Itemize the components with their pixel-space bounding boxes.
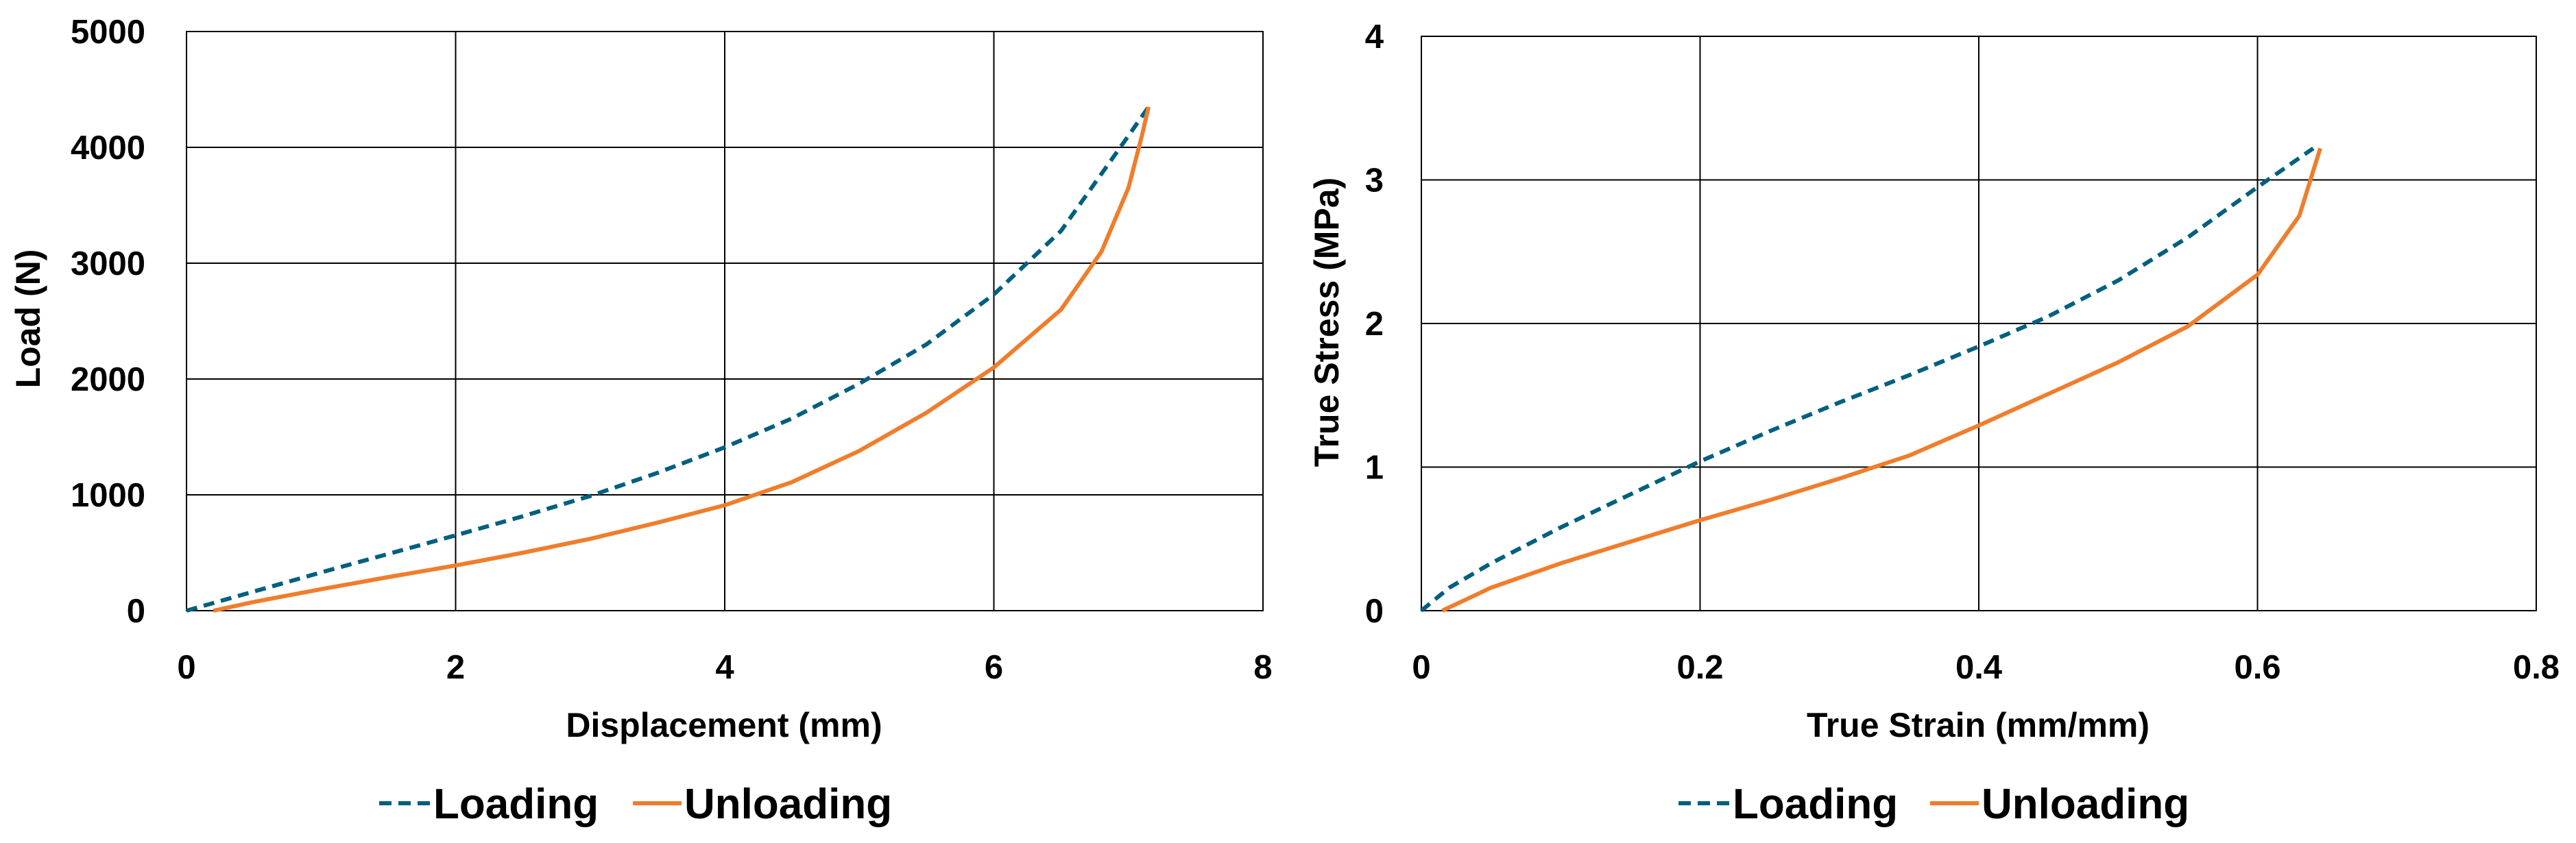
plot-area-frame — [1421, 36, 2537, 611]
y-tick-label: 2000 — [71, 361, 145, 398]
x-tick-label: 0 — [1412, 649, 1430, 686]
load-displacement-x-ticks: 0 2 4 6 8 — [177, 649, 1272, 686]
load-displacement-y-ticks: 0 1000 2000 3000 4000 5000 — [71, 14, 145, 630]
series-unloading-line — [213, 106, 1151, 613]
stress-strain-grid — [1421, 36, 2537, 611]
x-tick-label: 8 — [1253, 649, 1272, 686]
stress-strain-y-ticks: 0 1 2 3 4 — [1365, 19, 1384, 630]
series-loading-line — [1420, 146, 2315, 613]
legend: Loading Unloading — [1678, 781, 2189, 828]
plot-area-frame — [186, 31, 1264, 611]
legend: Loading Unloading — [379, 781, 892, 828]
y-tick-label: 1000 — [71, 477, 145, 514]
x-tick-label: 6 — [985, 649, 1003, 686]
series-unloading-line — [1441, 147, 2322, 613]
x-tick-label: 0.8 — [2513, 649, 2560, 686]
stress-strain-series — [1420, 146, 2322, 613]
y-tick-label: 5000 — [71, 14, 145, 51]
x-tick-label: 0.4 — [1955, 649, 2002, 686]
y-axis-title: Load (N) — [9, 249, 47, 389]
y-tick-label: 4000 — [71, 130, 145, 167]
y-axis-title: True Stress (MPa) — [1308, 178, 1346, 467]
y-tick-label: 0 — [127, 593, 145, 630]
legend-loading-label: Loading — [433, 781, 599, 828]
y-tick-label: 1 — [1365, 450, 1384, 487]
series-loading-line — [186, 106, 1151, 613]
legend-unloading-label: Unloading — [684, 781, 892, 828]
y-tick-label: 4 — [1365, 19, 1384, 56]
y-tick-label: 2 — [1365, 306, 1384, 343]
y-tick-label: 0 — [1365, 593, 1384, 630]
x-tick-label: 2 — [446, 649, 465, 686]
y-tick-label: 3 — [1365, 162, 1384, 199]
load-displacement-chart: 0 2 4 6 8 0 1000 2000 3000 4000 5000 Displacement… — [9, 14, 1273, 828]
x-tick-label: 0.2 — [1676, 649, 1723, 686]
legend-unloading-label: Unloading — [1982, 781, 2189, 828]
x-axis-title: Displacement (mm) — [566, 706, 882, 744]
x-tick-label: 0 — [177, 649, 195, 686]
load-displacement-grid — [186, 31, 1264, 611]
x-tick-label: 4 — [715, 649, 734, 686]
x-axis-title: True Strain (mm/mm) — [1807, 706, 2150, 744]
load-displacement-series — [186, 106, 1151, 613]
y-tick-label: 3000 — [71, 245, 145, 282]
legend-loading-label: Loading — [1733, 781, 1898, 828]
x-tick-label: 0.6 — [2234, 649, 2280, 686]
stress-strain-x-ticks: 0 0.2 0.4 0.6 0.8 — [1412, 649, 2560, 686]
